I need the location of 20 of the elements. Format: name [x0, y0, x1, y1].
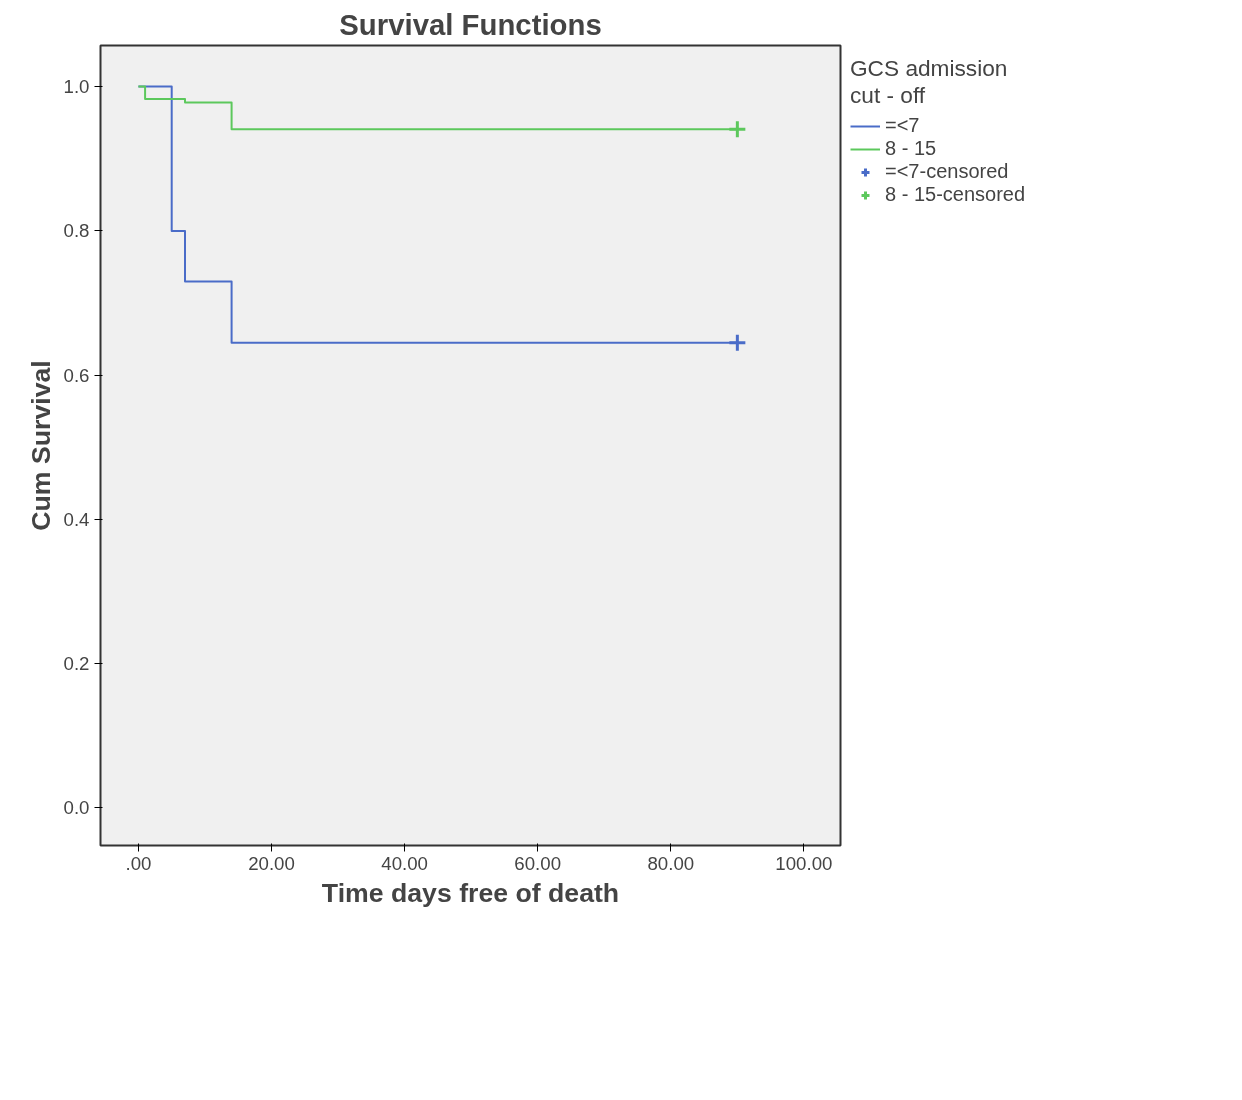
chart-title: Survival Functions — [339, 7, 602, 41]
y-tick-label: 0.6 — [63, 364, 90, 386]
y-tick-label: 0.4 — [63, 508, 90, 530]
y-tick-label: 1.0 — [63, 76, 90, 98]
legend-label: 8 - 15-censored — [885, 183, 1026, 206]
legend-label: 8 - 15 — [885, 137, 937, 160]
y-tick-label: 0.8 — [63, 220, 90, 242]
x-tick-label: 80.00 — [647, 852, 695, 874]
x-tick-label: .00 — [125, 852, 152, 874]
legend-label: =<7 — [885, 114, 920, 137]
x-tick-label: 20.00 — [248, 852, 295, 874]
x-tick-label: 60.00 — [514, 852, 562, 874]
x-tick-label: 40.00 — [381, 852, 428, 874]
y-tick-label: 0.2 — [63, 653, 90, 675]
y-tick-label: 0.0 — [63, 797, 90, 819]
y-axis-title: Cum Survival — [25, 360, 56, 531]
x-axis-title: Time days free of death — [321, 877, 620, 908]
legend-title: GCS admission cut - off — [850, 55, 1009, 109]
legend-label: =<7-censored — [885, 160, 1009, 183]
x-tick-label: 100.00 — [775, 852, 833, 874]
